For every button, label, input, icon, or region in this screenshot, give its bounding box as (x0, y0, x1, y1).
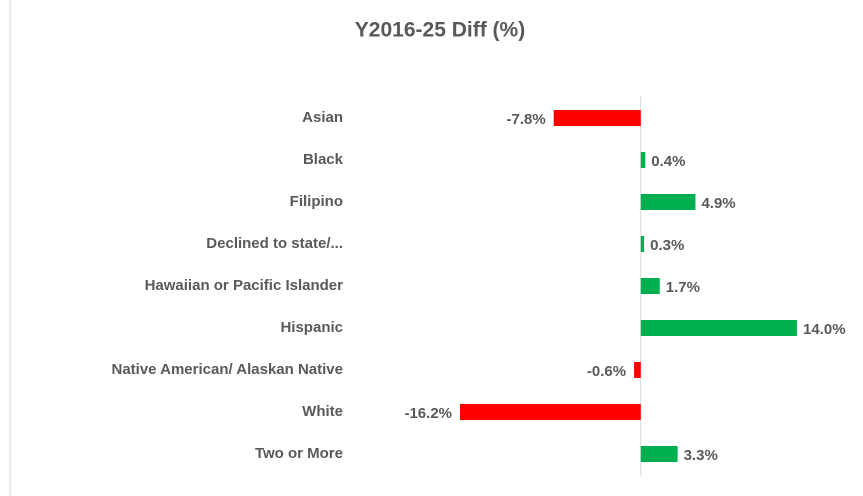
bar (634, 362, 641, 378)
data-label: -16.2% (404, 405, 452, 422)
bar (460, 404, 641, 420)
y-tick-label: Native American/ Alaskan Native (112, 361, 344, 378)
bar (640, 152, 646, 168)
bar (640, 194, 696, 210)
y-tick-label: Hispanic (280, 319, 343, 336)
data-label: 1.7% (666, 279, 700, 296)
bar (553, 110, 641, 126)
data-label: 3.3% (684, 447, 718, 464)
data-label: -7.8% (507, 111, 546, 128)
y-tick-label: Hawaiian or Pacific Islander (145, 277, 344, 294)
y-tick-label: Two or More (255, 445, 343, 462)
y-tick-label: White (302, 403, 343, 420)
data-label: 4.9% (701, 195, 735, 212)
chart-title: Y2016-25 Diff (%) (355, 19, 525, 42)
bar (640, 236, 645, 252)
y-tick-label: Black (303, 151, 344, 168)
y-tick-label: Filipino (290, 193, 343, 210)
y-tick-label: Asian (302, 109, 343, 126)
bar (640, 320, 797, 336)
data-label: -0.6% (587, 363, 626, 380)
bar (640, 278, 660, 294)
y-tick-label: Declined to state/... (206, 235, 343, 252)
data-label: 0.3% (650, 237, 684, 254)
data-label: 14.0% (803, 321, 846, 338)
bar (640, 446, 678, 462)
data-label: 0.4% (651, 153, 685, 170)
